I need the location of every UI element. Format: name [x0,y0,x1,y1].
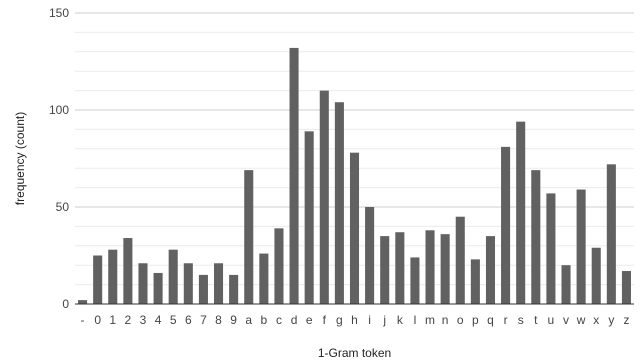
x-tick-label: 1 [109,313,116,327]
x-tick-label: 6 [185,313,192,327]
x-tick-label: t [534,313,538,327]
y-tick-label: 150 [49,6,69,20]
x-tick-label: m [425,313,435,327]
x-tick-label: l [414,313,417,327]
x-tick-label: 4 [155,313,162,327]
x-tick-label: 2 [125,313,132,327]
x-tick-label: q [487,313,494,327]
bar-y [606,164,616,304]
bar-j [380,236,390,304]
x-tick-label: a [245,313,252,327]
bar-q [485,236,496,304]
bar-z [621,271,631,304]
bar-u [546,193,556,304]
x-tick-label: - [81,313,85,327]
bar-1 [108,249,118,304]
x-tick-label: o [457,313,464,327]
bar-h [349,152,360,304]
x-tick-label: d [291,313,298,327]
bar-3 [138,263,148,304]
bar-8 [213,263,224,304]
bar-x [591,247,601,304]
y-tick-label: 0 [62,297,69,311]
x-tick-label: w [576,313,586,327]
bar-- [78,300,88,304]
bar-f [319,90,329,304]
bar-a [244,170,254,304]
x-tick-label: 5 [170,313,177,327]
x-tick-label: k [397,313,404,327]
y-axis-ticks: 0 50 100 150 [49,6,69,311]
bars [78,47,631,305]
bar-0 [93,255,103,304]
bar-r [501,146,511,304]
x-tick-label: g [336,313,343,327]
bar-s [516,121,526,304]
x-tick-label: 7 [200,313,207,327]
x-axis-title: 1-Gram token [318,346,391,360]
bar-c [274,228,284,304]
x-tick-label: 0 [94,313,101,327]
x-tick-label: p [472,313,479,327]
x-tick-label: b [261,313,268,327]
bar-l [410,257,420,304]
y-axis-title: frequency (count) [13,112,27,205]
bar-7 [198,274,208,304]
bar-o [455,216,465,304]
bar-9 [229,274,239,304]
x-tick-label: v [563,313,569,327]
bar-g [334,102,344,305]
x-tick-label: n [442,313,449,327]
x-tick-label: f [323,313,327,327]
bar-w [576,189,586,304]
bar-2 [123,238,133,304]
x-tick-label: e [306,313,313,327]
bar-p [470,259,480,304]
bar-i [365,207,375,304]
x-tick-label: r [504,313,508,327]
bar-e [304,131,314,304]
y-tick-label: 100 [49,103,69,117]
bar-d [289,47,299,305]
x-tick-label: i [368,313,371,327]
bar-k [395,232,405,304]
x-tick-label: y [608,313,614,327]
bar-6 [183,263,193,304]
bar-t [531,170,541,304]
bar-b [259,253,269,304]
x-tick-label: s [518,313,524,327]
bar-4 [153,272,163,304]
x-tick-label: 8 [215,313,222,327]
bar-m [425,230,435,304]
bar-5 [168,249,178,304]
x-tick-label: x [593,313,599,327]
x-tick-label: j [382,313,386,327]
x-tick-label: u [548,313,555,327]
x-tick-label: 9 [230,313,237,327]
bar-n [440,234,450,304]
x-tick-label: c [276,313,282,327]
bar-v [561,265,571,304]
y-tick-label: 50 [56,200,70,214]
x-tick-label: 3 [140,313,147,327]
x-tick-label: z [623,313,629,327]
x-tick-label: h [351,313,358,327]
